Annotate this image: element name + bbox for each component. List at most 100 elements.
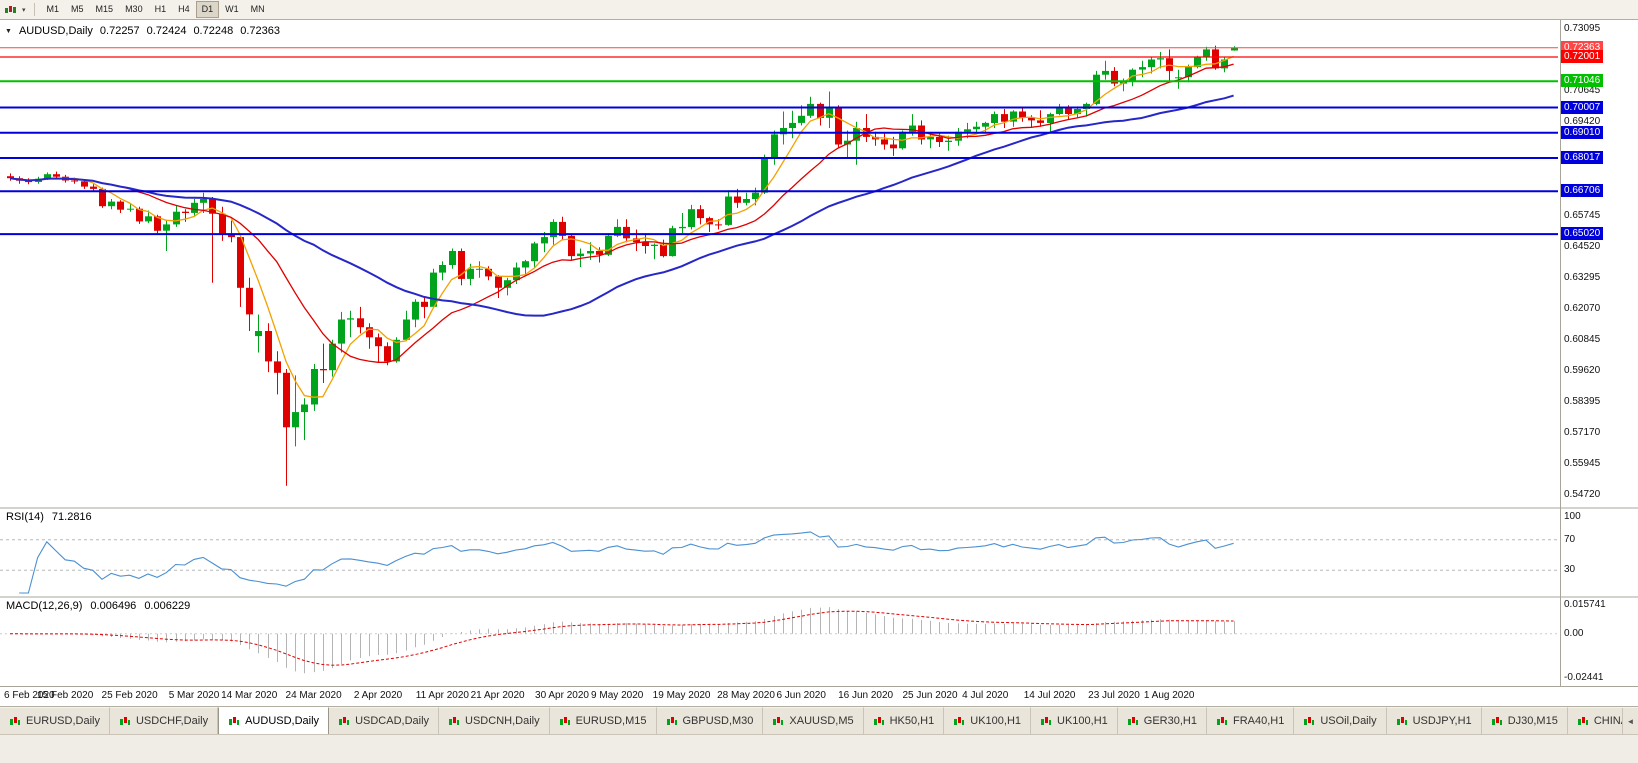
- date-axis-label: 9 May 2020: [591, 690, 644, 701]
- date-axis-label: 25 Feb 2020: [101, 690, 158, 701]
- chart-tab-icon: [1577, 717, 1588, 725]
- timeframe-button-W1[interactable]: W1: [225, 4, 239, 14]
- rsi-line: [19, 531, 1234, 594]
- chart-tab-label: AUDUSD,Daily: [245, 715, 320, 727]
- date-axis-label: 24 Mar 2020: [285, 690, 342, 701]
- chart-tab-icon: [1396, 717, 1407, 725]
- macd-histogram: [19, 607, 1235, 674]
- macd-main-value: 0.006496: [90, 600, 137, 612]
- date-axis-label: 25 Jun 2020: [902, 690, 958, 701]
- timeframe-button-H4[interactable]: H4: [178, 4, 190, 14]
- chart-tab-label: USDCNH,Daily: [465, 715, 540, 727]
- macd-indicator-label: MACD(12,26,9) 0.006496 0.006229: [6, 600, 190, 612]
- chart-tab-label: EURUSD,M15: [575, 715, 647, 727]
- date-axis-label: 5 Mar 2020: [168, 690, 220, 701]
- timeframe-button-M30[interactable]: M30: [125, 4, 143, 14]
- chart-tab-GER30-H1[interactable]: GER30,H1: [1117, 707, 1207, 734]
- chart-tab-UK100-H1[interactable]: UK100,H1: [944, 707, 1032, 734]
- moving-average-34: [9, 94, 1234, 317]
- chart-tab-label: GBPUSD,M30: [682, 715, 754, 727]
- chart-tab-USOil-Daily[interactable]: USOil,Daily: [1294, 707, 1387, 734]
- chart-tab-label: EURUSD,Daily: [26, 715, 100, 727]
- chart-type-dropdown-caret[interactable]: ▾: [22, 6, 26, 14]
- horizontal-level-lines[interactable]: [0, 47, 1558, 236]
- timeframe-button-M1[interactable]: M1: [46, 4, 60, 14]
- timeframe-buttons: M1 M5 M15 M30 H1 H4 D1 W1 MN: [41, 1, 271, 18]
- chart-tab-GBPUSD-M30[interactable]: GBPUSD,M30: [656, 707, 764, 734]
- date-axis-label: 15 Feb 2020: [37, 690, 94, 701]
- chart-tab-label: GER30,H1: [1143, 715, 1197, 727]
- chart-tab-EURUSD-M15[interactable]: EURUSD,M15: [549, 707, 657, 734]
- ohlc-close: 0.72363: [240, 25, 280, 37]
- chart-tab-HK50-H1[interactable]: HK50,H1: [863, 707, 945, 734]
- toolbar-separator: [33, 3, 35, 16]
- chart-tab-icon: [1127, 717, 1138, 725]
- tab-scroll-left-button[interactable]: ◄: [1622, 708, 1638, 734]
- date-axis-label: 14 Mar 2020: [221, 690, 278, 701]
- chart-tab-icon: [773, 717, 784, 725]
- date-axis-label: 21 Apr 2020: [470, 690, 525, 701]
- chart-tab-label: UK100,H1: [1057, 715, 1108, 727]
- chart-tab-USDCHF-Daily[interactable]: USDCHF,Daily: [109, 707, 219, 734]
- date-axis-label: 4 Jul 2020: [962, 690, 1009, 701]
- timeframe-button-M15[interactable]: M15: [95, 4, 114, 14]
- date-axis-label: 16 Jun 2020: [838, 690, 894, 701]
- chart-tab-DJ30-M15[interactable]: DJ30,M15: [1481, 707, 1568, 734]
- timeframe-button-H1[interactable]: H1: [154, 4, 167, 14]
- chart-tab-XAUUSD-M5[interactable]: XAUUSD,M5: [763, 707, 864, 734]
- chart-tab-USDJPY-H1[interactable]: USDJPY,H1: [1386, 707, 1482, 734]
- chart-tab-FRA40-H1[interactable]: FRA40,H1: [1206, 707, 1295, 734]
- moving-average-13: [9, 63, 1234, 363]
- chart-tab-icon: [229, 717, 240, 725]
- chart-tab-label: USDCHF,Daily: [135, 715, 209, 727]
- timeframe-button-D1[interactable]: D1: [195, 1, 220, 18]
- chart-tab-EURUSD-Daily[interactable]: EURUSD,Daily: [0, 707, 110, 734]
- candlestick-series: [7, 45, 1238, 486]
- date-axis-label: 6 Feb 2020: [4, 690, 55, 701]
- chart-tab-USDCNH-Daily[interactable]: USDCNH,Daily: [439, 707, 550, 734]
- chart-tab-bar: EURUSD,Daily USDCHF,Daily AUDUSD,Daily USDC…: [0, 706, 1638, 734]
- ohlc-high: 0.72424: [146, 25, 187, 37]
- timeframe-button-M5[interactable]: M5: [71, 4, 84, 14]
- chart-tab-icon: [1041, 717, 1052, 725]
- chart-tab-UK100-H1[interactable]: UK100,H1: [1031, 707, 1118, 734]
- chart-tab-icon: [449, 717, 460, 725]
- chart-tab-label: USDCAD,Daily: [355, 715, 430, 727]
- ohlc-low: 0.72248: [193, 25, 234, 37]
- chart-tab-icon: [1491, 717, 1502, 725]
- date-axis[interactable]: 6 Feb 2020 15 Feb 2020 25 Feb 2020 5 Mar 20…: [0, 687, 1638, 706]
- chart-tab-icon: [559, 717, 570, 725]
- date-axis-label: 23 Jul 2020: [1088, 690, 1140, 701]
- moving-average-5: [9, 55, 1234, 398]
- chart-tab-AUDUSD-Daily[interactable]: AUDUSD,Daily: [218, 707, 330, 734]
- candlestick-chart-icon[interactable]: [4, 4, 18, 16]
- rsi-value: 71.2816: [51, 511, 92, 523]
- date-axis-label: 19 May 2020: [652, 690, 711, 701]
- chart-tab-label: HK50,H1: [889, 715, 935, 727]
- chart-tab-label: USOil,Daily: [1320, 715, 1377, 727]
- date-axis-label: 2 Apr 2020: [353, 690, 403, 701]
- chart-tab-label: XAUUSD,M5: [789, 715, 854, 727]
- chart-region[interactable]: 0.73095 0.70645 0.69420 0.65745 0.64520 0.632…: [0, 20, 1638, 687]
- rsi-name: RSI(14): [6, 511, 44, 523]
- date-axis-label: 1 Aug 2020: [1143, 690, 1195, 701]
- chart-canvas[interactable]: [0, 20, 1638, 687]
- chart-tab-USDCAD-Daily[interactable]: USDCAD,Daily: [329, 707, 440, 734]
- timeframe-toolbar: ▾ M1 M5 M15 M30 H1 H4 D1 W1 MN: [0, 0, 1638, 20]
- date-axis-label: 6 Jun 2020: [776, 690, 826, 701]
- macd-signal-value: 0.006229: [144, 600, 191, 612]
- chart-tab-icon: [1216, 717, 1227, 725]
- panel-separators: [0, 20, 1638, 687]
- chart-tab-label: FRA40,H1: [1232, 715, 1285, 727]
- chart-tab-icon: [339, 717, 350, 725]
- chart-tab-icon: [873, 717, 884, 725]
- macd-signal-line: [10, 610, 1234, 666]
- date-axis-label: 11 Apr 2020: [415, 690, 469, 701]
- chart-title-caret[interactable]: ▼: [5, 27, 12, 35]
- chart-ohlc-header: ▼ AUDUSD,Daily 0.72257 0.72424 0.72248 0…: [5, 25, 280, 37]
- status-strip: [0, 734, 1638, 763]
- chart-tab-label: USDJPY,H1: [1412, 715, 1472, 727]
- timeframe-button-MN[interactable]: MN: [250, 4, 265, 14]
- chart-tab-icon: [954, 717, 965, 725]
